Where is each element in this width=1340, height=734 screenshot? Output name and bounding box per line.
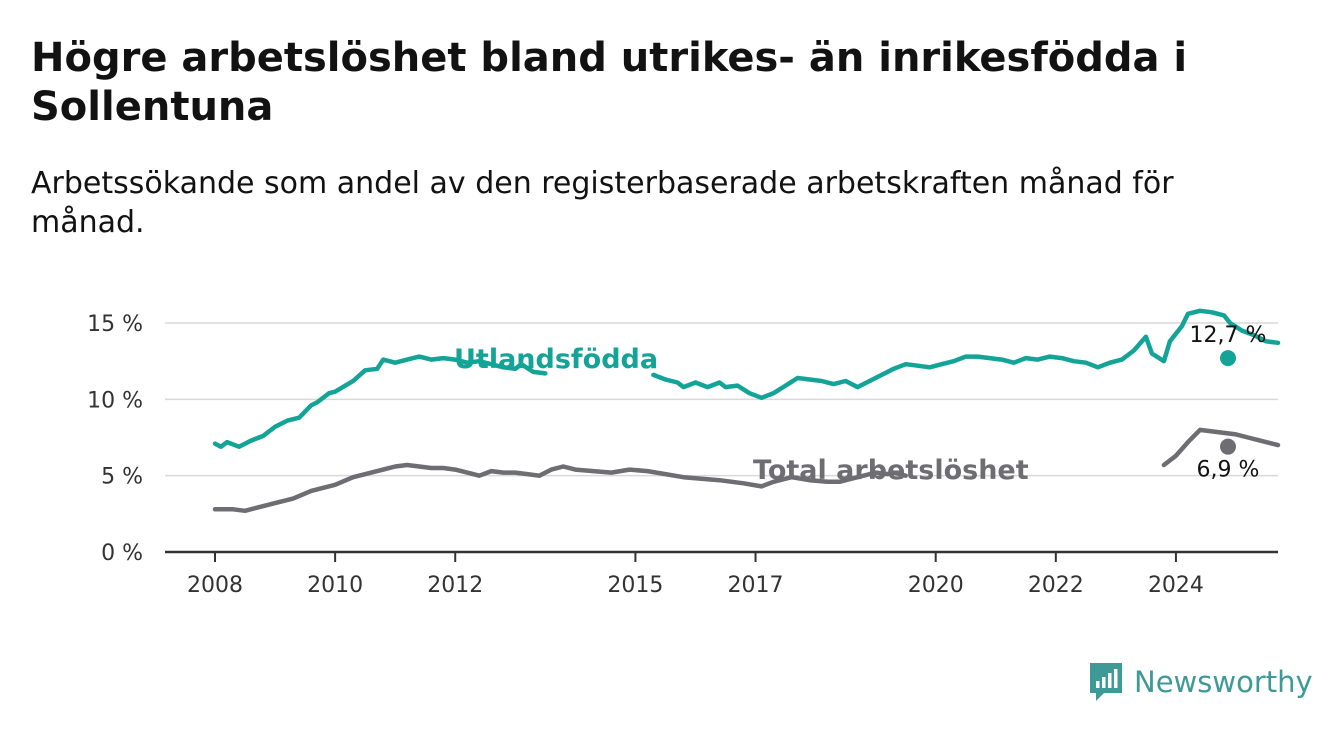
end-point-total <box>1220 438 1236 455</box>
x-tick-label: 2012 <box>427 573 483 598</box>
y-tick-label: 15 % <box>87 312 143 337</box>
chart-subtitle: Arbetssökande som andel av den registerb… <box>31 166 1174 240</box>
series-line-total <box>212 462 908 514</box>
brand-name: Newsworthy <box>1134 665 1313 699</box>
x-tick-label: 2008 <box>187 573 243 598</box>
end-value-label-total: 6,9 % <box>1197 458 1260 483</box>
end-value-label-utlandsfodda: 12,7 % <box>1190 323 1267 348</box>
series-line-utlandsfodda <box>212 354 548 449</box>
x-tick-label: 2022 <box>1028 573 1084 598</box>
y-tick-label: 10 % <box>87 388 143 413</box>
series-lines <box>212 308 1281 514</box>
y-tick-label: 0 % <box>101 541 143 566</box>
y-tick-label: 5 % <box>101 465 143 490</box>
x-tick-label: 2020 <box>908 573 964 598</box>
newsworthy-logo: Newsworthy <box>1088 660 1313 704</box>
end-point-utlandsfodda <box>1220 350 1236 367</box>
axes: 0 % 5 % 10 % 15 % 2008 2010 2012 2015 2017 2020 20… <box>87 312 1278 598</box>
series-line-total <box>1161 427 1281 468</box>
series-labels: 12,7 % 6,9 % Utlandsfödda Total arbetslöshe… <box>454 323 1266 486</box>
x-tick-label: 2024 <box>1148 573 1204 598</box>
x-tick-label: 2010 <box>307 573 363 598</box>
series-line-utlandsfodda <box>651 308 1281 401</box>
x-tick-label: 2015 <box>607 573 663 598</box>
newsworthy-icon <box>1090 663 1122 701</box>
series-label-utlandsfodda: Utlandsfödda <box>454 344 658 375</box>
x-tick-label: 2017 <box>728 573 784 598</box>
series-label-total: Total arbetslöshet <box>753 455 1029 486</box>
gridlines <box>165 322 1278 477</box>
chart-title: Högre arbetslöshet bland utrikes- än inr… <box>31 35 1188 130</box>
